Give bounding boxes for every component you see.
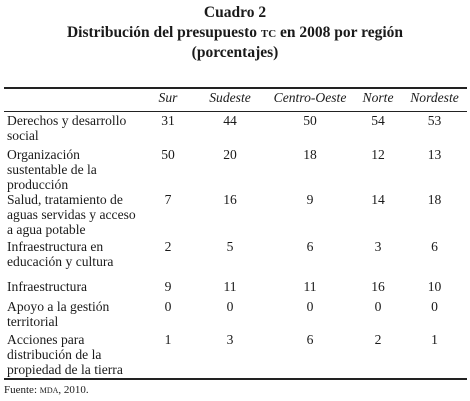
row-label: Apoyo a la gestión territorial [7,299,110,329]
table-number: Cuadro 2 [203,4,267,21]
cell-value: 7 [164,192,172,207]
table-row: Acciones para distribución de la propied… [4,332,467,380]
cell-value: 0 [306,299,314,314]
cell-value: 9 [164,279,172,294]
cell-value: 0 [431,299,438,314]
row-label: Organización sustentable de la producció… [7,147,97,192]
table-row: Salud, tratamiento de aguas servidas y a… [4,192,467,239]
table-title: Distribución del presupuesto tc en 2008 … [66,24,404,41]
col-header-sur: Sur [158,90,178,105]
cell-value: 6 [306,332,314,347]
cell-value: 1 [431,332,438,347]
cell-value: 6 [431,239,438,254]
row-label: Infraestructura [7,279,88,294]
acronym-mda: mda [39,384,59,396]
cell-value: 50 [161,147,175,162]
table-row: Infraestructura en educación y cultura 2… [4,239,467,279]
cell-value: 31 [161,113,175,128]
cell-value: 13 [427,147,442,162]
row-label: Acciones para distribución de la propied… [7,332,123,377]
col-header-norte: Norte [362,90,394,105]
table-row: Organización sustentable de la producció… [4,147,467,192]
cell-value: 44 [223,113,237,128]
col-header-nordeste: Nordeste [410,90,459,105]
top-rule [4,87,467,89]
row-label: Infraestructura en educación y cultura [7,239,114,269]
table-row: Infraestructura 9 11 11 16 10 [4,279,467,299]
table-units: (porcentajes) [191,44,279,61]
header-rule [4,111,467,112]
cell-value: 18 [303,147,317,162]
header-row: Sur Sudeste Centro-Oeste Norte Nordeste [4,90,467,111]
cell-value: 0 [374,299,382,314]
cell-value: 3 [374,239,382,254]
source-note: Fuente: mda, 2010. [4,384,89,396]
cell-value: 20 [223,147,237,162]
cell-value: 18 [427,192,442,207]
cell-value: 5 [226,239,234,254]
cell-value: 0 [226,299,234,314]
cell-value: 2 [374,332,382,347]
cell-value: 0 [164,299,172,314]
cell-value: 3 [226,332,234,347]
cell-value: 6 [306,239,314,254]
cell-value: 12 [371,147,385,162]
stub-header [4,90,142,111]
cell-value: 1 [164,332,172,347]
cell-value: 54 [371,113,385,128]
cell-value: 53 [427,113,442,128]
cell-value: 2 [164,239,172,254]
table-row: Apoyo a la gestión territorial 0 0 0 0 0 [4,299,467,332]
cell-value: 10 [427,279,442,294]
table-title-block: Cuadro 2 Distribución del presupuesto tc… [0,3,470,63]
cell-value: 9 [306,192,314,207]
acronym-tc: tc [260,24,277,41]
cell-value: 50 [303,113,317,128]
col-header-centro-oeste: Centro-Oeste [273,90,347,105]
cell-value: 16 [371,279,385,294]
row-label: Salud, tratamiento de aguas servidas y a… [7,192,136,237]
cell-value: 14 [371,192,385,207]
budget-table: Sur Sudeste Centro-Oeste Norte Nordeste … [4,90,467,380]
col-header-sudeste: Sudeste [209,90,251,105]
cell-value: 16 [223,192,237,207]
cell-value: 11 [303,279,317,294]
cell-value: 11 [223,279,237,294]
table-row: Derechos y desarrollo social 31 44 50 54… [4,111,467,147]
row-label: Derechos y desarrollo social [7,113,127,143]
bottom-rule [4,378,467,380]
